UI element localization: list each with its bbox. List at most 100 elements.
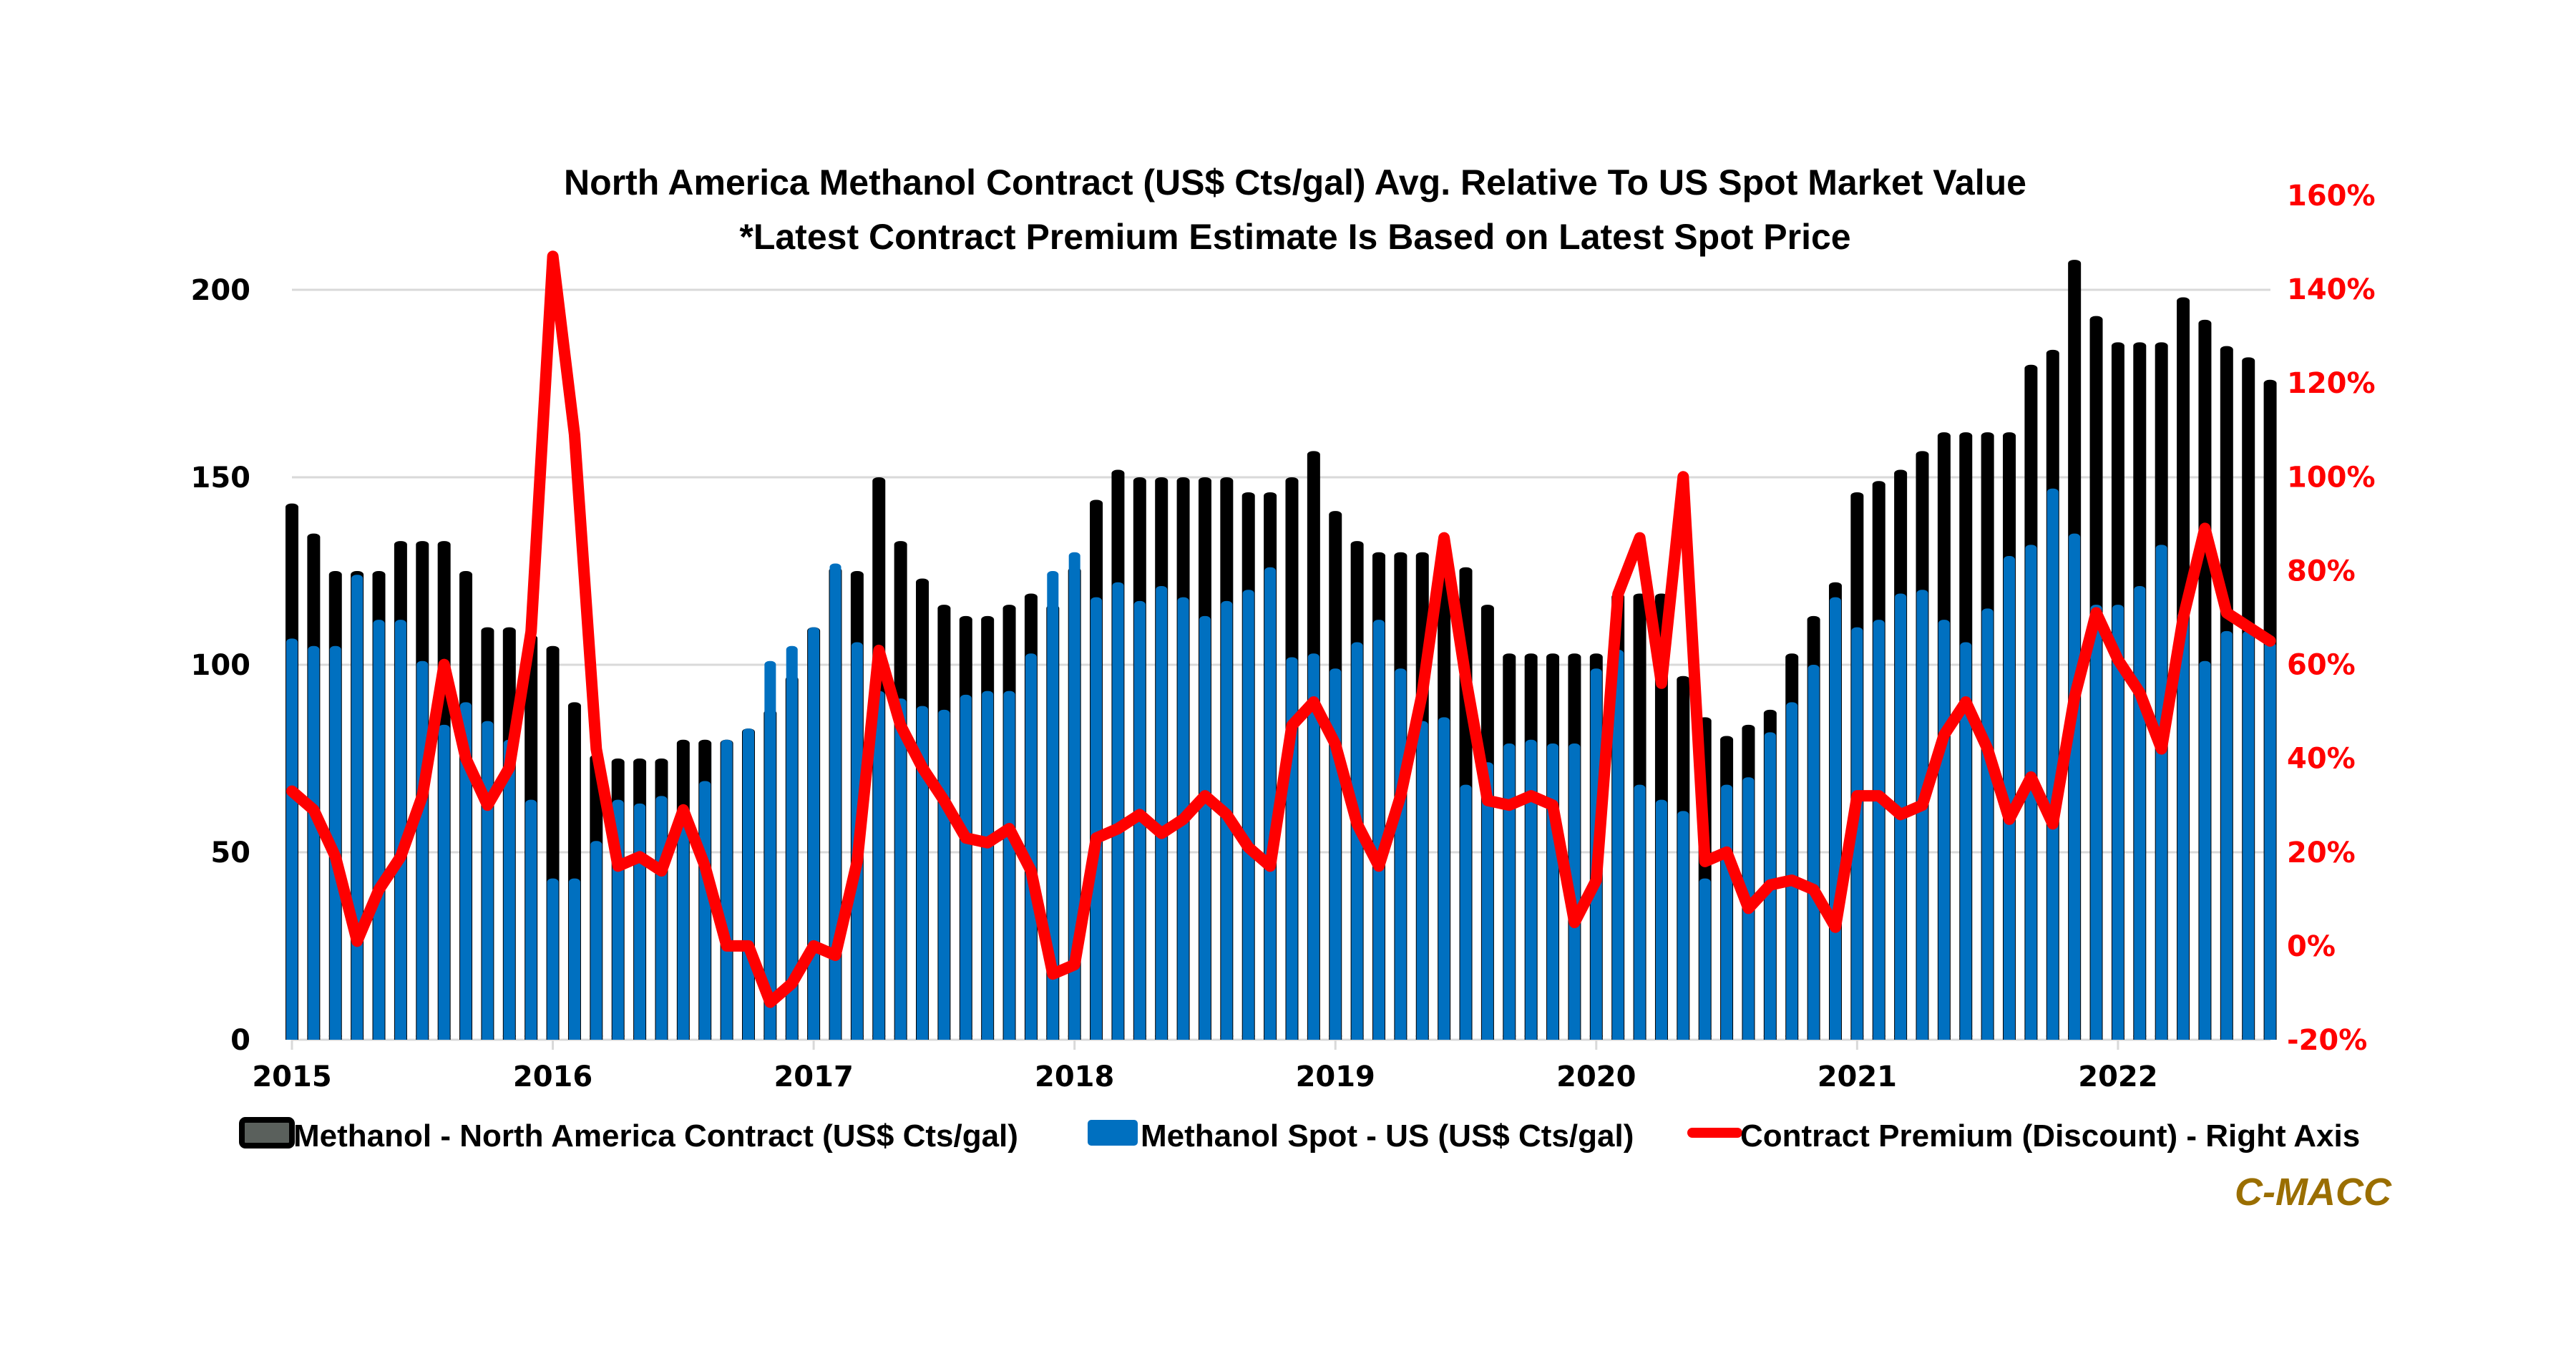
spot-bar-base <box>438 1035 450 1040</box>
spot-bar <box>503 739 515 1040</box>
spot-bar <box>1264 567 1277 1040</box>
legend-label-spot: Methanol Spot - US (US$ Cts/gal) <box>1141 1118 1634 1154</box>
left-tick-label: 50 <box>210 837 250 869</box>
right-tick-label: 40% <box>2287 743 2356 776</box>
premium-point <box>1052 973 1053 975</box>
spot-bar <box>482 721 494 1040</box>
spot-bar-base <box>351 1035 364 1040</box>
premium-point <box>1204 795 1206 796</box>
spot-bar-base <box>1873 1035 1885 1040</box>
spot-bar-base <box>329 1035 341 1040</box>
spot-bar-base <box>2112 1035 2124 1040</box>
spot-bar-base <box>1960 1035 1972 1040</box>
premium-point <box>1291 725 1292 726</box>
premium-point <box>704 865 706 867</box>
spot-bar <box>1655 799 1667 1040</box>
spot-bar <box>960 694 972 1040</box>
spot-bar <box>1503 743 1516 1040</box>
spot-bar-base <box>1807 1035 1820 1040</box>
premium-point <box>639 856 640 857</box>
premium-point <box>1248 847 1249 848</box>
spot-bar-base <box>1634 1035 1646 1040</box>
spot-bar <box>1395 668 1407 1040</box>
x-tick-label: 2016 <box>513 1060 592 1093</box>
x-tick-label: 2019 <box>1296 1060 1375 1093</box>
spot-bar-base <box>1460 1035 1472 1040</box>
spot-bar-base <box>590 1035 602 1040</box>
spot-bar-base <box>634 1035 646 1040</box>
right-tick-label: -20% <box>2287 1024 2367 1057</box>
premium-point <box>2226 612 2228 613</box>
spot-bar-base <box>2046 1035 2059 1040</box>
spot-bar-base <box>416 1035 429 1040</box>
premium-point <box>618 865 619 867</box>
right-tick-label: 140% <box>2287 273 2376 306</box>
premium-point <box>1726 852 1727 853</box>
spot-bar <box>1438 717 1450 1040</box>
spot-bar-base <box>721 1035 733 1040</box>
premium-point <box>356 940 358 942</box>
premium-point <box>1574 922 1575 923</box>
spot-bar-base <box>2177 1035 2190 1040</box>
premium-point <box>2161 748 2162 750</box>
spot-bar <box>1373 620 1385 1040</box>
premium-point <box>1378 865 1380 867</box>
left-tick-label: 150 <box>191 462 251 494</box>
premium-point <box>1531 795 1532 796</box>
right-tick-label: 120% <box>2287 367 2376 400</box>
spot-bar <box>2004 556 2016 1040</box>
spot-bar <box>373 620 385 1040</box>
spot-bar-base <box>1590 1035 1602 1040</box>
premium-point <box>1987 748 1989 750</box>
spot-bar <box>721 739 733 1040</box>
spot-bar-base <box>1721 1035 1733 1040</box>
spot-bar-base <box>1981 1035 1994 1040</box>
spot-bar-base <box>1829 1035 1841 1040</box>
spot-bar-base <box>1503 1035 1516 1040</box>
spot-bar-base <box>1177 1035 1189 1040</box>
premium-point <box>1552 804 1553 806</box>
spot-bar-base <box>960 1035 972 1040</box>
premium-point <box>2182 617 2184 618</box>
premium-point <box>987 842 988 844</box>
premium-point <box>1226 814 1227 815</box>
premium-point <box>1878 795 1880 796</box>
premium-point <box>1400 795 1401 796</box>
premium-point <box>965 837 967 839</box>
spot-bar-base <box>1003 1035 1015 1040</box>
spot-bar <box>1047 571 1059 1040</box>
spot-bar <box>1960 642 1972 1040</box>
legend-item-premium: Contract Premium (Discount) - Right Axis <box>1687 1118 2360 1154</box>
spot-bar-base <box>1395 1035 1407 1040</box>
spot-bar <box>460 702 472 1040</box>
premium-point <box>400 856 401 857</box>
spot-bar <box>2199 660 2211 1040</box>
premium-line-series <box>286 250 2276 1008</box>
spot-bar <box>1003 691 1015 1040</box>
spot-bar <box>1699 878 1711 1040</box>
spot-bar-base <box>2199 1035 2211 1040</box>
spot-bar <box>351 575 364 1040</box>
spot-bar <box>547 878 559 1040</box>
spot-bar-base <box>1156 1035 1168 1040</box>
premium-point <box>313 809 314 811</box>
spot-bar-base <box>460 1035 472 1040</box>
spot-bar-base <box>2025 1035 2037 1040</box>
spot-bar <box>742 728 754 1040</box>
premium-point <box>1357 823 1358 824</box>
spot-bar-base <box>1047 1035 1059 1040</box>
spot-bar <box>2134 585 2146 1040</box>
premium-point <box>748 945 749 947</box>
premium-point <box>1639 537 1641 539</box>
spot-bar <box>525 799 537 1040</box>
premium-point <box>1661 683 1662 684</box>
spot-bar-base <box>1525 1035 1537 1040</box>
premium-point <box>552 255 554 257</box>
spot-bar-base <box>308 1035 320 1040</box>
premium-point <box>900 725 902 726</box>
spot-bar-base <box>1416 1035 1428 1040</box>
spot-bar <box>786 645 798 1040</box>
spot-bar <box>1873 620 1885 1040</box>
legend-label-premium: Contract Premium (Discount) - Right Axis <box>1740 1118 2360 1154</box>
